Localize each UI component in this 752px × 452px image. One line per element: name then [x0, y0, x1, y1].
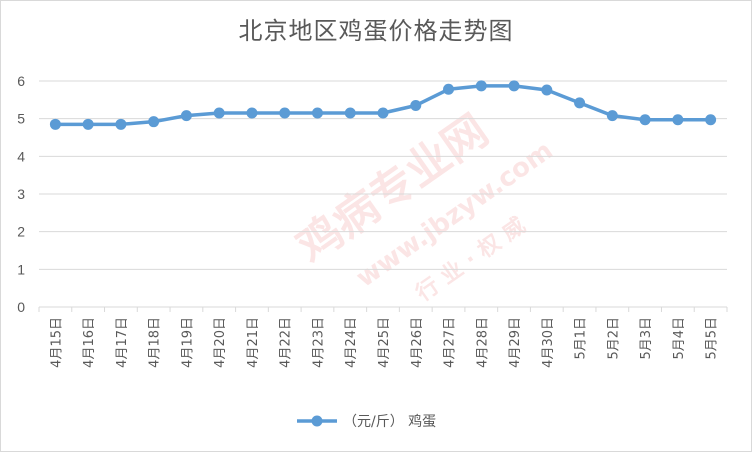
data-point [82, 118, 94, 130]
x-tick-label: 4月21日 [246, 317, 261, 368]
x-tick-label: 4月16日 [82, 317, 97, 368]
x-tick-label: 4月24日 [344, 317, 359, 368]
x-tick-label: 5月5日 [705, 317, 720, 360]
y-tick-label: 1 [17, 261, 25, 277]
data-point [639, 114, 651, 126]
data-point [344, 107, 356, 119]
x-tick-label: 4月17日 [115, 317, 130, 368]
data-point [410, 99, 422, 111]
data-point [443, 83, 455, 95]
x-tick-label: 4月19日 [180, 317, 195, 368]
data-point [475, 80, 487, 92]
x-tick-label: 4月28日 [475, 317, 490, 368]
x-tick-label: 4月23日 [311, 317, 326, 368]
y-tick-label: 0 [17, 299, 25, 315]
data-point [49, 118, 61, 130]
y-tick-label: 2 [17, 224, 25, 240]
x-tick-label: 4月15日 [49, 317, 64, 368]
x-tick-label: 4月22日 [279, 317, 294, 368]
data-point [606, 110, 618, 122]
data-point [508, 80, 520, 92]
y-tick-label: 4 [17, 148, 25, 164]
data-point [246, 107, 258, 119]
data-point [115, 118, 127, 130]
y-tick-label: 5 [17, 111, 25, 127]
data-point [279, 107, 291, 119]
data-point [311, 107, 323, 119]
x-tick-label: 4月25日 [377, 317, 392, 368]
x-tick-label: 5月3日 [639, 317, 654, 360]
data-point [672, 114, 684, 126]
data-point [213, 107, 225, 119]
y-tick-label: 3 [17, 186, 25, 202]
x-tick-label: 4月30日 [541, 317, 556, 368]
x-tick-label: 4月20日 [213, 317, 228, 368]
y-tick-label: 6 [17, 73, 25, 89]
x-tick-label: 5月4日 [672, 317, 687, 360]
data-point [705, 114, 717, 126]
chart-title: 北京地区鸡蛋价格走势图 [238, 17, 514, 45]
data-point [180, 110, 192, 122]
legend-marker [311, 415, 323, 427]
x-tick-label: 4月18日 [148, 317, 163, 368]
x-tick-label: 4月26日 [410, 317, 425, 368]
x-tick-label: 4月29日 [508, 317, 523, 368]
x-tick-label: 5月1日 [574, 317, 589, 360]
legend-label: （元/斤） 鸡蛋 [343, 413, 436, 430]
x-tick-label: 4月27日 [443, 317, 458, 368]
data-point [574, 97, 586, 109]
x-tick-label: 5月2日 [606, 317, 621, 360]
data-point [541, 84, 553, 96]
data-point [148, 116, 160, 128]
data-point [377, 107, 389, 119]
